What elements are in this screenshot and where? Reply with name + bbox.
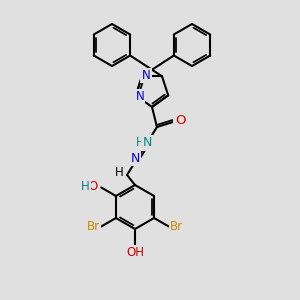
Text: Br: Br <box>87 220 100 233</box>
Text: H: H <box>81 180 90 193</box>
Text: H: H <box>136 136 144 149</box>
Text: OH: OH <box>126 247 144 260</box>
Text: N: N <box>142 69 150 82</box>
Text: O: O <box>88 180 98 193</box>
Text: N: N <box>130 152 140 164</box>
Text: Br: Br <box>170 220 183 233</box>
Text: N: N <box>142 136 152 149</box>
Text: N: N <box>136 90 144 103</box>
Text: H: H <box>115 167 123 179</box>
Text: O: O <box>175 115 185 128</box>
